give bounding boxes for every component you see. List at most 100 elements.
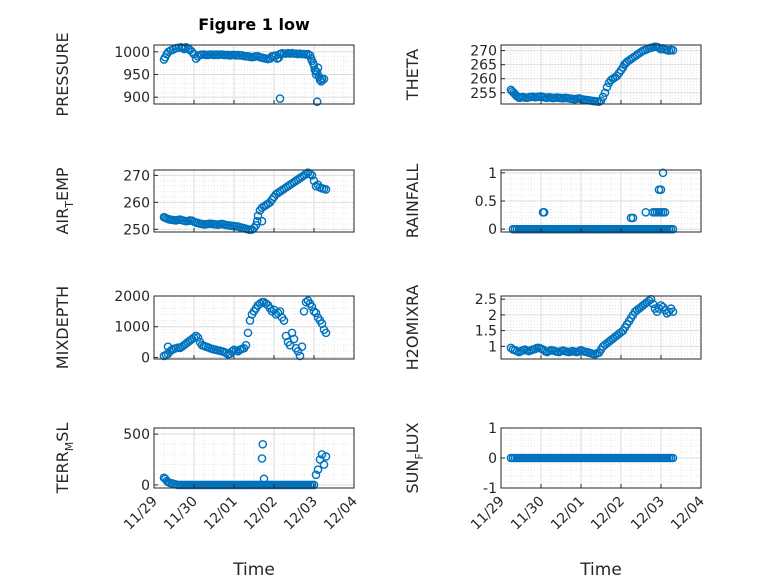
- ytick-label-2-2: 270: [123, 168, 150, 184]
- xtick-label-7-1: 11/30: [508, 494, 548, 534]
- data-point-4-82: [163, 342, 173, 352]
- ytick-label-5-2: 2: [488, 308, 497, 324]
- ylabel-6: TERRMSL: [53, 423, 76, 495]
- ytick-label-6-0: 0: [141, 478, 150, 494]
- data-point-3-80: [668, 224, 678, 234]
- ytick-label-2-0: 250: [123, 222, 150, 238]
- data-point-1-49: [600, 88, 610, 98]
- data-point-4-68: [295, 351, 305, 361]
- data-point-6-76: [309, 480, 319, 490]
- data-point-5-81: [668, 307, 678, 317]
- subplot-2: 250 260 270 AIRTEMP: [53, 167, 355, 238]
- data-point-2-49: [253, 211, 263, 221]
- xtick-label-6-0: 11/29: [121, 494, 161, 534]
- data-point-1-84: [668, 46, 678, 55]
- xtick-label-6-1: 11/30: [161, 494, 201, 534]
- data-point-2-76: [307, 171, 317, 180]
- data-point-5-71: [648, 299, 658, 309]
- ylabel-4: MIXDEPTH: [53, 286, 72, 369]
- data-point-0-89: [311, 67, 321, 76]
- ytick-label-0-2: 1000: [114, 45, 150, 61]
- xtick-label-7-0: 11/29: [468, 494, 508, 534]
- data-point-1-50: [602, 82, 612, 92]
- ytick-label-4-1: 1000: [114, 320, 150, 336]
- data-point-1-48: [598, 92, 608, 102]
- data-point-0-88: [275, 94, 285, 103]
- data-point-4-41: [241, 340, 251, 350]
- ylabel-1: THETA: [403, 49, 422, 101]
- plot-frame-2: [153, 169, 355, 233]
- plot-frame-4: [153, 295, 355, 360]
- ylabel-5: H2OMIXRA: [403, 285, 422, 371]
- ytick-label-7-1: 0: [488, 451, 497, 467]
- data-point-4-75: [309, 307, 319, 316]
- data-point-0-87: [319, 74, 329, 84]
- data-point-4-34: [227, 347, 237, 356]
- data-point-3-82: [539, 207, 549, 217]
- data-point-6-85: [259, 474, 269, 484]
- ytick-label-1-1: 260: [470, 72, 497, 88]
- plot-frame-1: [500, 44, 702, 105]
- data-point-3-94: [656, 185, 666, 195]
- xtick-label-6-3: 12/02: [241, 494, 281, 534]
- data-point-4-74: [307, 302, 317, 312]
- data-point-2-48: [252, 216, 262, 226]
- data-point-1-77: [654, 43, 664, 53]
- ytick-label-5-0: 1: [488, 339, 497, 355]
- data-point-6-84: [258, 439, 268, 449]
- ylabel-0: PRESSURE: [53, 32, 72, 116]
- data-point-3-92: [660, 207, 670, 217]
- subplot-3: 0 0.5 1 RAINFALL: [403, 164, 702, 238]
- data-point-6-81: [319, 460, 329, 469]
- ytick-label-1-0: 255: [470, 86, 497, 102]
- ytick-label-4-2: 2000: [114, 289, 150, 305]
- xtick-label-7-3: 12/02: [588, 494, 628, 534]
- ytick-label-1-3: 270: [470, 44, 497, 60]
- xlabel-6: Time: [232, 560, 275, 580]
- data-point-3-84: [628, 213, 638, 223]
- ytick-label-3-0: 0: [488, 222, 497, 238]
- data-point-6-77: [311, 470, 321, 480]
- subplot-6: 0 500 TERRMSL 11/29 11/30 12/01 12/02 12/03 12/0…: [53, 423, 361, 580]
- data-point-4-76: [311, 308, 321, 318]
- data-point-0-17: [193, 52, 203, 61]
- data-point-4-17: [193, 333, 203, 342]
- xtick-label-6-4: 12/03: [281, 494, 321, 534]
- data-point-0-81: [312, 67, 322, 77]
- data-point-4-71: [301, 297, 311, 307]
- data-point-4-42: [243, 328, 253, 338]
- data-point-4-70: [299, 307, 309, 316]
- ytick-label-4-0: 0: [141, 350, 150, 366]
- ytick-label-5-1: 1.5: [475, 324, 497, 340]
- data-point-0-14: [187, 47, 197, 57]
- data-point-4-60: [279, 316, 289, 325]
- xtick-label-7-4: 12/03: [628, 494, 668, 534]
- data-point-4-16: [191, 331, 201, 341]
- data-point-1-59: [619, 60, 629, 69]
- data-point-2-84: [257, 216, 267, 226]
- ytick-label-2-1: 260: [123, 195, 150, 211]
- subplot-7: -1 0 1 SUNFLUX 11/29 11/30 12/01 12/02 12/03 12/0…: [403, 421, 708, 580]
- ytick-label-3-2: 1: [488, 166, 497, 182]
- data-point-4-81: [321, 328, 331, 338]
- ytick-label-0-1: 950: [123, 68, 150, 84]
- data-point-4-31: [221, 348, 231, 358]
- xtick-label-7-2: 12/01: [548, 494, 588, 534]
- ylabel-7: SUNFLUX: [403, 422, 426, 493]
- data-point-2-83: [321, 185, 331, 194]
- data-point-6-78: [313, 465, 323, 474]
- xtick-label-6-2: 12/01: [201, 494, 241, 534]
- ytick-label-0-0: 900: [123, 90, 150, 106]
- figure-title: Figure 1 low: [198, 15, 310, 34]
- ytick-label-3-1: 0.5: [475, 194, 497, 210]
- ytick-label-5-3: 2.5: [475, 292, 497, 308]
- subplot-0: 900 950 1000 PRESSURE: [53, 32, 355, 117]
- data-point-4-15: [189, 333, 199, 342]
- plot-frame-5: [500, 295, 702, 360]
- xtick-label-6-5: 12/04: [321, 493, 361, 533]
- ytick-label-6-1: 500: [123, 427, 150, 443]
- xtick-label-7-5: 12/04: [668, 493, 708, 533]
- plot-frame-6: [153, 427, 355, 489]
